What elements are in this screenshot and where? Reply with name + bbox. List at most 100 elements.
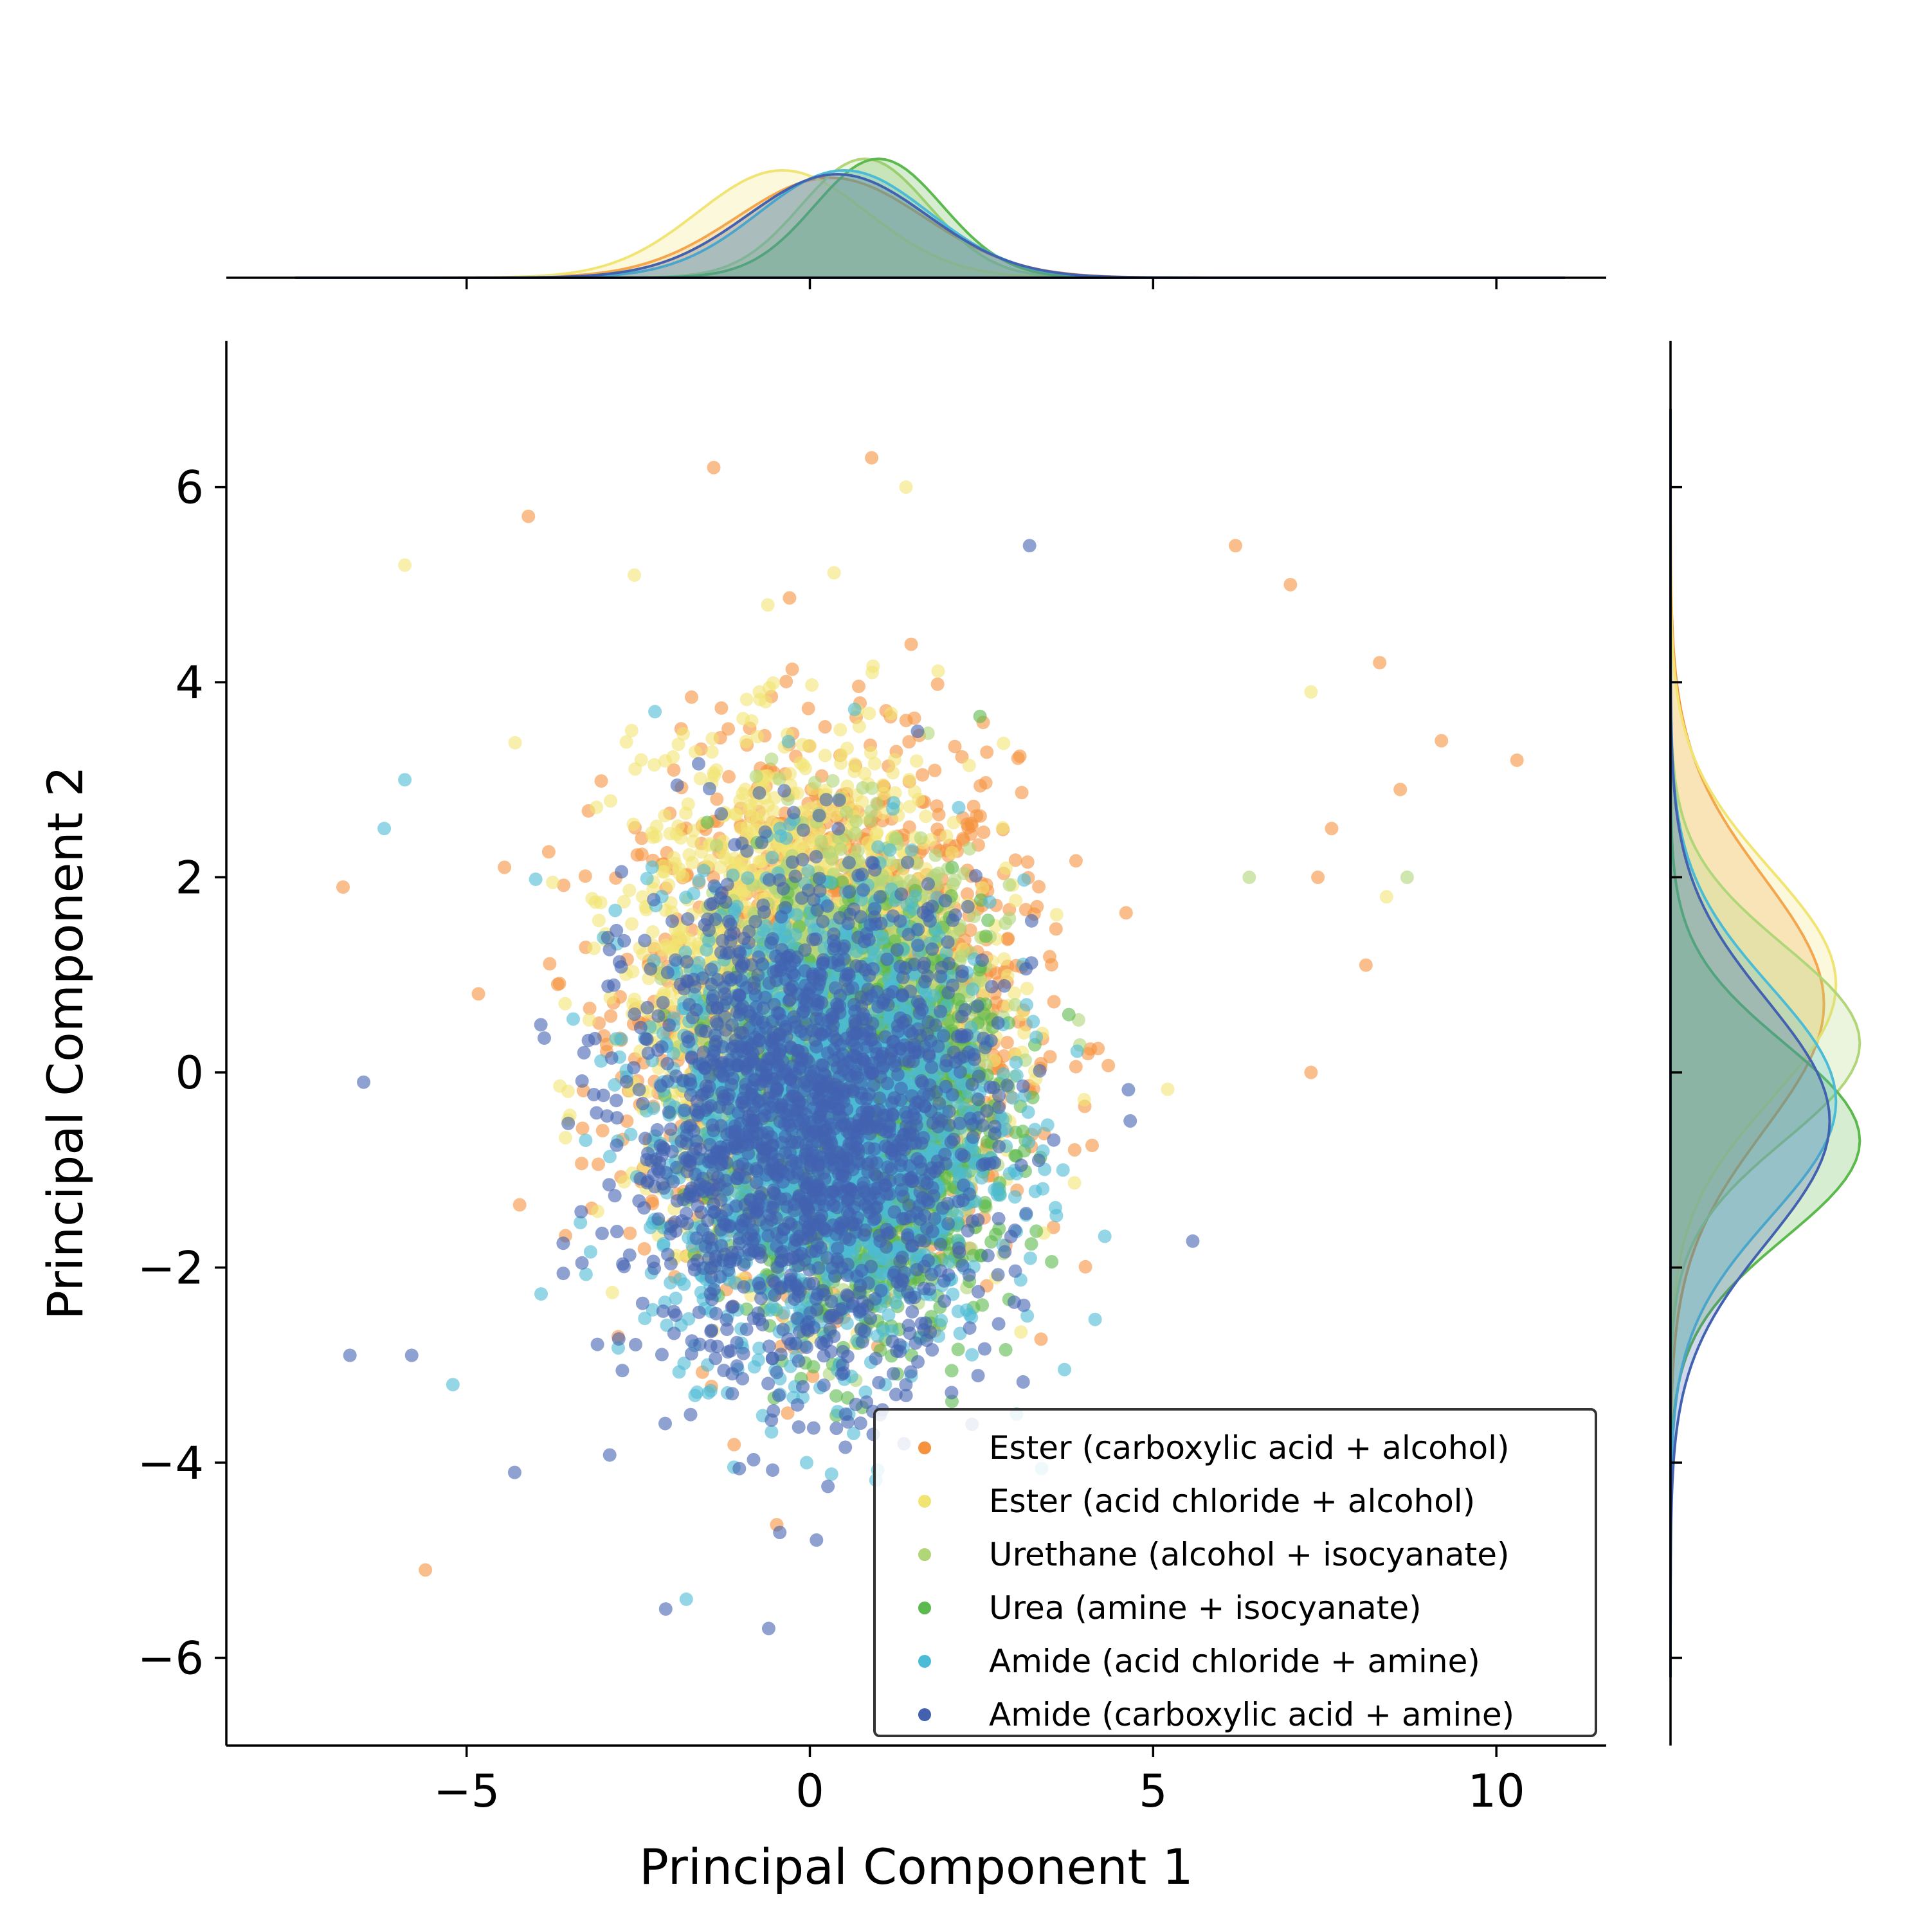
data-point [962,759,976,773]
data-point [960,887,974,901]
data-point [1119,906,1133,920]
data-point [693,772,707,786]
data-point [1101,1058,1116,1072]
data-point [703,853,717,867]
data-point [624,723,638,737]
data-point [603,991,617,1005]
data-point [997,952,1011,966]
data-point [1009,894,1023,908]
data-point [471,987,485,1001]
data-point [754,854,768,869]
data-point [979,776,993,790]
data-point [710,792,724,806]
data-point [907,711,921,725]
data-point [1000,1036,1014,1050]
data-point [848,757,862,771]
data-point [876,778,890,792]
data-point [590,1204,604,1218]
data-point [975,881,990,895]
data-point [543,957,557,971]
data-point [928,763,942,777]
data-point [709,838,723,853]
data-point [626,964,640,979]
data-point [852,719,866,734]
data-point [781,1406,795,1420]
data-point [617,1175,631,1189]
data-point [1067,1143,1082,1157]
data-point [687,824,701,838]
data-point [626,817,640,831]
data-point [1030,899,1044,914]
data-point [907,784,921,799]
data-point [676,727,691,741]
data-point [1047,995,1061,1009]
data-point [592,1157,605,1171]
data-point [685,856,700,870]
data-point [1001,932,1015,946]
data-point [1077,1093,1091,1106]
data-point [595,1124,610,1137]
data-point [783,591,797,605]
data-point [585,892,599,906]
data-point [728,851,741,865]
data-point [674,831,688,845]
data-point [1069,1060,1083,1074]
data-point [592,914,606,928]
data-point [999,916,1013,930]
data-point [1001,968,1015,982]
data-point [558,997,572,1011]
data-point [1078,1259,1092,1274]
data-point [646,925,660,939]
data-point [750,730,765,744]
data-point [1008,853,1022,867]
data-point [709,763,723,777]
data-point [582,1013,596,1027]
data-point [558,1131,572,1144]
data-point [864,746,878,760]
data-point [884,707,898,721]
data-point [946,815,961,829]
data-point [1014,1325,1028,1339]
data-point [948,739,962,754]
data-point [1017,1025,1031,1040]
data-point [756,808,770,822]
data-point [858,766,872,781]
data-point [914,831,928,845]
data-point [635,847,649,862]
data-point [628,762,642,776]
data-point [619,735,633,749]
data-point [671,737,685,752]
data-point [795,737,810,752]
data-point [919,809,933,824]
data-point [822,845,837,859]
data-point [928,848,943,862]
data-point [862,707,876,721]
data-point [1045,958,1058,972]
data-point [578,869,592,883]
data-point [768,791,782,805]
data-point [818,720,832,734]
data-point [855,795,869,809]
data-point [685,690,698,704]
data-point [887,753,901,767]
data-point [635,890,649,904]
data-point [916,768,930,782]
data-point [705,732,720,746]
data-point [617,895,631,908]
data-point [649,819,664,833]
data-point [681,797,695,811]
data-point [605,1285,619,1299]
data-point [1043,1050,1057,1064]
data-point [1002,878,1017,892]
data-point [818,748,832,763]
data-point [840,779,855,793]
data-point [658,809,672,823]
data-point [1008,998,1022,1012]
data-point [604,1009,618,1023]
data-point [866,659,880,673]
data-point [1032,880,1046,894]
data-point [1161,1082,1175,1096]
data-point [740,820,754,834]
